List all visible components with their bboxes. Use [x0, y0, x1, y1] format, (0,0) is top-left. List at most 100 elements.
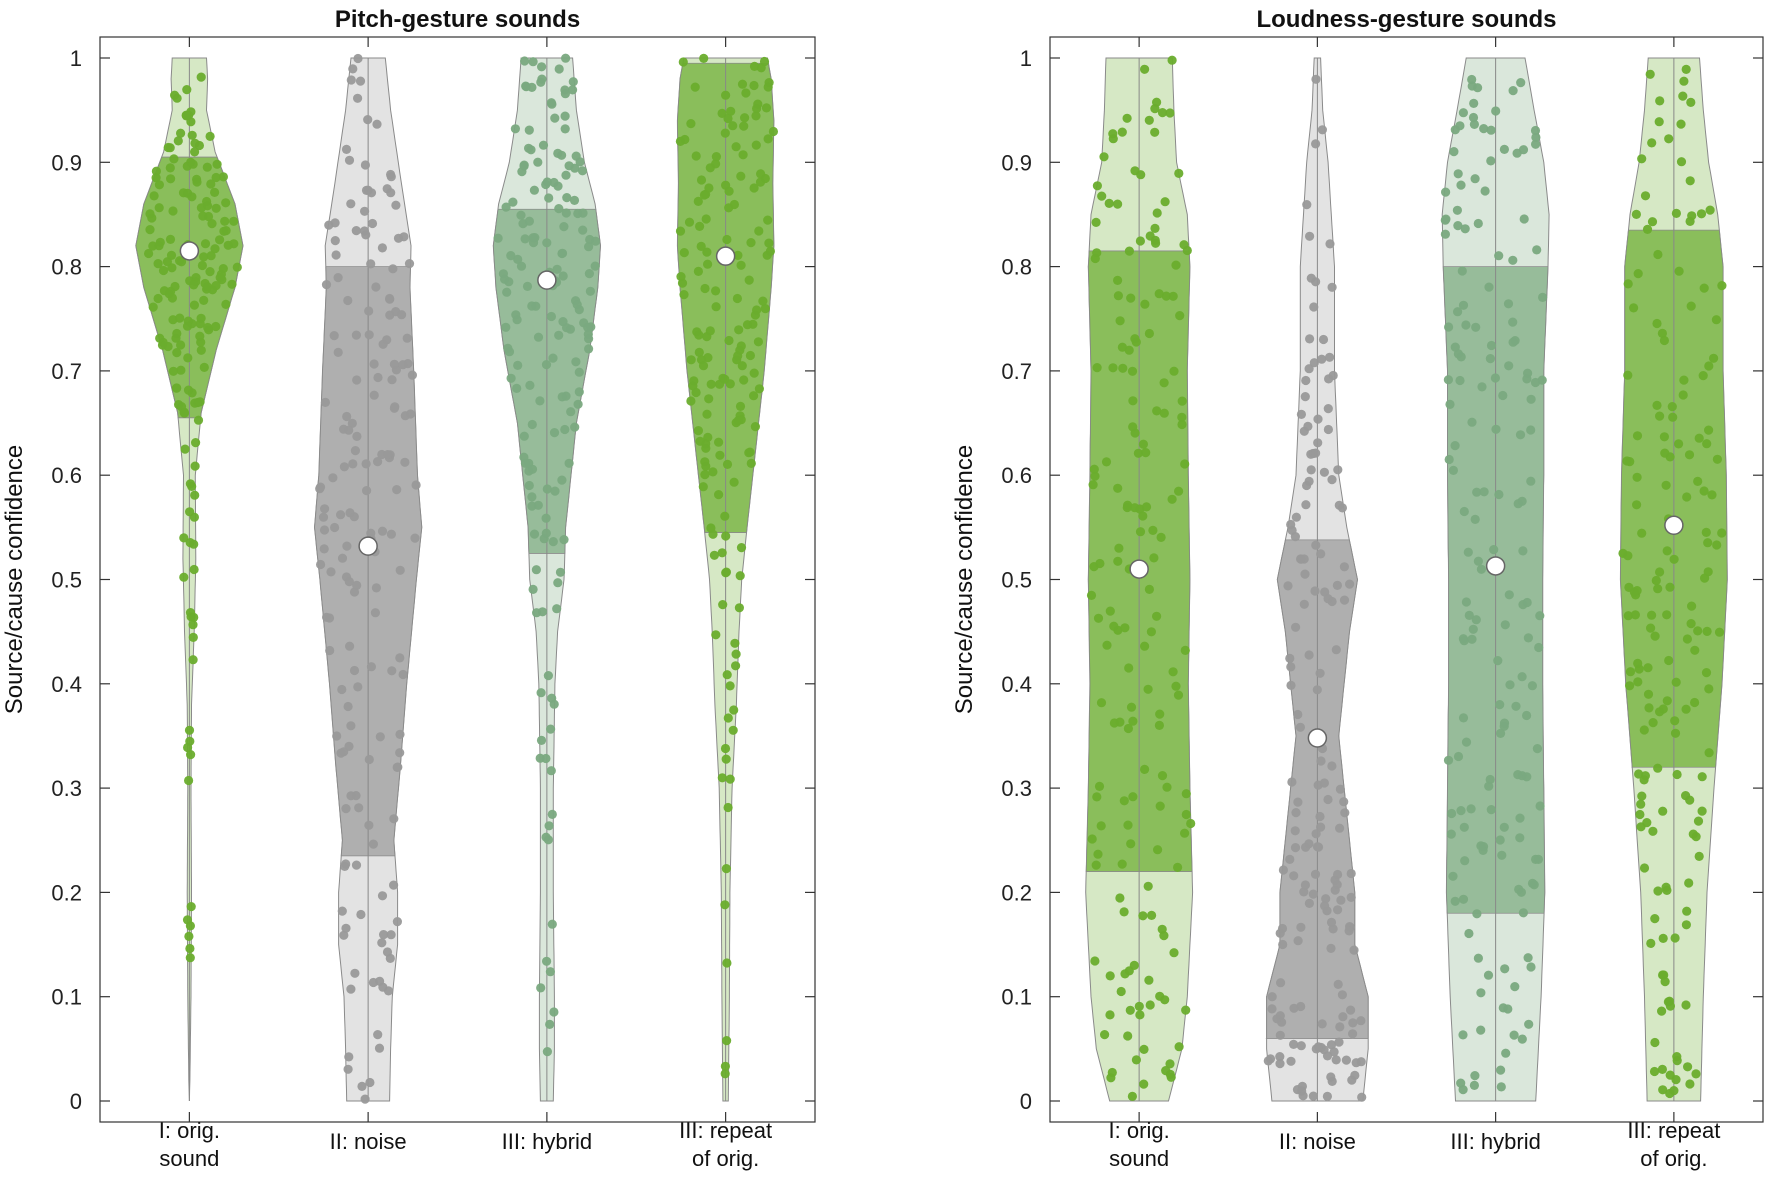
median-marker — [537, 270, 557, 290]
data-point — [1296, 1041, 1306, 1051]
data-point — [331, 250, 341, 260]
data-point — [1532, 744, 1542, 754]
data-point — [1302, 200, 1312, 210]
y-tick-label: 0.5 — [1001, 568, 1032, 593]
data-point — [377, 243, 387, 253]
data-point — [1143, 684, 1153, 694]
data-point — [744, 275, 754, 285]
data-point — [179, 408, 190, 418]
data-point — [535, 396, 545, 406]
data-point — [1461, 737, 1472, 747]
data-point — [1515, 833, 1525, 843]
data-point — [1463, 547, 1473, 557]
data-point — [1150, 223, 1160, 233]
data-point — [347, 418, 357, 428]
data-point — [721, 531, 731, 541]
data-point — [1665, 1070, 1675, 1080]
data-point — [188, 655, 198, 665]
data-point — [343, 701, 353, 712]
data-point — [543, 835, 554, 845]
data-point — [369, 390, 379, 400]
data-point — [1702, 439, 1712, 449]
data-point — [729, 705, 739, 715]
data-point — [1319, 778, 1329, 788]
data-point — [528, 233, 538, 243]
data-point — [1678, 390, 1688, 400]
data-point — [702, 409, 712, 419]
data-point — [1662, 546, 1672, 556]
data-point — [342, 541, 352, 551]
data-point — [508, 197, 518, 207]
data-point — [356, 909, 366, 920]
data-point — [1519, 214, 1529, 224]
data-point — [1485, 354, 1495, 364]
data-point — [1495, 700, 1505, 710]
data-point — [389, 403, 399, 413]
data-point — [751, 140, 761, 150]
data-point — [1440, 229, 1450, 239]
data-point — [1173, 862, 1183, 873]
data-point — [1676, 119, 1686, 129]
data-point — [175, 313, 185, 323]
data-point — [1311, 540, 1321, 550]
median-marker — [1129, 559, 1149, 579]
data-point — [1117, 127, 1127, 137]
data-point — [1445, 399, 1455, 409]
data-point — [346, 791, 356, 801]
data-point — [740, 113, 750, 123]
data-point — [1135, 527, 1146, 537]
data-point — [1647, 217, 1658, 227]
data-point — [708, 529, 718, 539]
data-point — [179, 533, 189, 543]
data-point — [1484, 781, 1494, 791]
data-point — [758, 296, 768, 306]
data-point — [341, 923, 351, 933]
data-point — [1674, 266, 1684, 276]
data-point — [1535, 611, 1545, 621]
data-point — [549, 428, 560, 438]
data-point — [571, 357, 581, 367]
data-point — [1515, 813, 1525, 823]
data-point — [1327, 475, 1337, 485]
data-point — [720, 1069, 730, 1079]
data-point — [168, 366, 178, 376]
data-point — [1169, 948, 1179, 958]
data-point — [211, 203, 221, 213]
data-point — [1686, 97, 1696, 107]
data-point — [1691, 832, 1701, 842]
data-point — [336, 510, 346, 520]
data-point — [165, 163, 175, 173]
data-point — [678, 57, 688, 67]
data-point — [354, 803, 364, 813]
data-point — [342, 411, 352, 422]
data-point — [1526, 425, 1536, 435]
data-point — [360, 1094, 370, 1104]
data-point — [1508, 317, 1518, 327]
data-point — [1275, 928, 1285, 938]
data-point — [196, 345, 206, 355]
data-point — [1278, 939, 1288, 950]
data-point — [1491, 106, 1501, 116]
data-point — [189, 564, 199, 575]
y-tick-label: 0.2 — [51, 880, 82, 905]
data-point — [1344, 926, 1354, 936]
data-point — [1168, 291, 1178, 301]
data-point — [1685, 176, 1695, 186]
data-point — [1444, 454, 1454, 465]
data-point — [1472, 487, 1482, 497]
median-marker — [1307, 728, 1328, 748]
data-point — [1514, 884, 1524, 895]
data-point — [1277, 1017, 1287, 1027]
data-point — [1679, 76, 1689, 86]
data-point — [1326, 1040, 1337, 1050]
data-point — [320, 504, 330, 514]
data-point — [190, 138, 200, 148]
data-point — [341, 144, 352, 154]
data-point — [1331, 645, 1341, 655]
data-point — [1633, 269, 1643, 279]
data-point — [1109, 718, 1119, 728]
data-point — [1138, 439, 1148, 449]
data-point — [741, 88, 751, 98]
data-point — [344, 577, 354, 587]
